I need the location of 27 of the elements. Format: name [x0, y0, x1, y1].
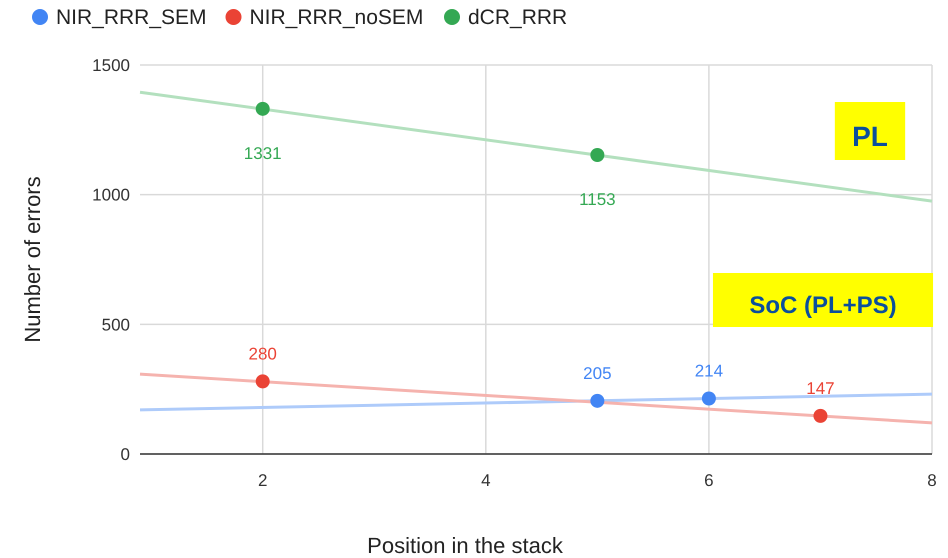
data-label: 280 — [248, 344, 277, 364]
data-label: 214 — [694, 362, 724, 381]
x-tick-label: 6 — [704, 471, 714, 490]
point — [256, 102, 270, 116]
y-tick-label: 1000 — [92, 186, 130, 205]
y-tick-label: 500 — [102, 315, 130, 334]
y-axis-title: Number of errors — [20, 176, 45, 343]
legend-label: NIR_RRR_noSEM — [250, 6, 424, 29]
annotation: PL — [852, 121, 888, 152]
data-label: 205 — [583, 364, 612, 383]
y-tick-label: 1500 — [92, 56, 130, 75]
point — [590, 394, 604, 408]
point — [813, 408, 828, 423]
x-axis-title: Position in the stack — [367, 533, 564, 558]
x-tick-label: 2 — [258, 471, 268, 490]
annotation: SoC (PL+PS) — [749, 292, 897, 319]
data-label: 147 — [806, 378, 835, 398]
point — [256, 374, 270, 388]
y-tick-label: 0 — [120, 445, 130, 464]
legend-label: NIR_RRR_SEM — [56, 6, 207, 29]
x-tick-label: 4 — [481, 471, 491, 490]
point — [702, 392, 716, 406]
point — [590, 148, 604, 162]
legend-label: dCR_RRR — [468, 6, 568, 29]
x-tick-label: 8 — [927, 471, 937, 490]
data-label: 1331 — [244, 144, 282, 163]
data-label: 1153 — [579, 190, 616, 209]
